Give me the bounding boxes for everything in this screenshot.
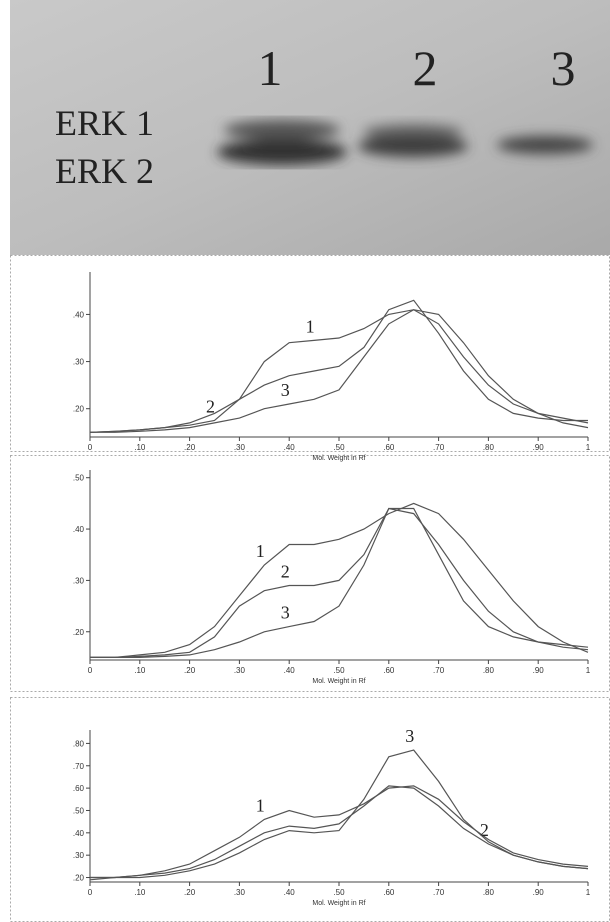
x-tick-label: .70 (433, 666, 445, 675)
x-tick-label: .40 (284, 443, 296, 452)
series-label: 1 (256, 795, 265, 815)
lane-label: 1 (258, 40, 283, 96)
x-tick-label: .30 (234, 888, 246, 897)
x-tick-label: .10 (134, 443, 146, 452)
panel-border (11, 698, 610, 922)
band (497, 136, 593, 154)
x-tick-label: .80 (483, 443, 495, 452)
x-tick-label: .70 (433, 443, 445, 452)
x-tick-label: .60 (383, 666, 395, 675)
x-tick-label: .80 (483, 888, 495, 897)
x-tick-label: .50 (333, 666, 345, 675)
series-line (90, 750, 588, 877)
panel-border (11, 256, 610, 452)
x-tick-label: 0 (88, 666, 93, 675)
y-tick-label: .80 (73, 739, 85, 748)
band (217, 139, 347, 165)
x-tick-label: .30 (234, 443, 246, 452)
y-tick-label: .40 (73, 829, 85, 838)
x-tick-label: .90 (533, 888, 545, 897)
series-label: 3 (281, 380, 290, 400)
x-tick-label: .10 (134, 888, 146, 897)
x-tick-label: .50 (333, 443, 345, 452)
x-tick-label: .60 (383, 443, 395, 452)
y-tick-label: .20 (73, 874, 85, 883)
x-axis-label: Mol. Weight in Rf (312, 455, 365, 462)
series-label: 2 (480, 820, 489, 840)
x-tick-label: .40 (284, 888, 296, 897)
panel-border (11, 456, 610, 692)
series-line (90, 300, 588, 432)
series-label: 3 (281, 603, 290, 623)
y-tick-label: .60 (73, 784, 85, 793)
series-label: 2 (281, 562, 290, 582)
series-line (90, 786, 588, 878)
x-tick-label: 0 (88, 888, 93, 897)
x-tick-label: .20 (184, 666, 196, 675)
band-label: ERK 2 (55, 151, 154, 191)
band (358, 135, 468, 157)
page: 1 2 3 ERK 1 ERK 2 .20 .30 .40 0 .10 .20 .30 .40… (0, 0, 610, 922)
y-tick-label: .50 (73, 806, 85, 815)
x-tick-label: .80 (483, 666, 495, 675)
x-tick-label: 0 (88, 443, 93, 452)
x-tick-label: .10 (134, 666, 146, 675)
band (224, 120, 340, 140)
x-tick-label: .60 (383, 888, 395, 897)
y-tick-label: .70 (73, 762, 85, 771)
x-tick-label: .20 (184, 888, 196, 897)
series-label: 2 (206, 397, 215, 417)
series-line (90, 786, 588, 880)
x-axis-label: Mol. Weight in Rf (312, 678, 365, 685)
y-tick-label: .30 (73, 358, 85, 367)
y-tick-label: .20 (73, 628, 85, 637)
x-tick-label: .20 (184, 443, 196, 452)
y-tick-label: .30 (73, 576, 85, 585)
x-axis-label: Mol. Weight in Rf (312, 900, 365, 907)
series-label: 3 (405, 726, 414, 746)
y-tick-label: .30 (73, 851, 85, 860)
x-tick-label: 1 (586, 666, 591, 675)
y-tick-label: .40 (73, 310, 85, 319)
x-tick-label: .50 (333, 888, 345, 897)
y-tick-label: .40 (73, 525, 85, 534)
x-tick-label: .40 (284, 666, 296, 675)
series-label: 1 (306, 316, 315, 336)
lane-label: 3 (551, 40, 576, 96)
series-label: 1 (256, 541, 265, 561)
x-tick-label: 1 (586, 443, 591, 452)
band-label: ERK 1 (55, 103, 154, 143)
series-line (90, 509, 588, 658)
series-line (90, 509, 588, 658)
lane-label: 2 (413, 40, 438, 96)
y-tick-label: .20 (73, 405, 85, 414)
x-tick-label: .30 (234, 666, 246, 675)
x-tick-label: .90 (533, 443, 545, 452)
figure: 1 2 3 ERK 1 ERK 2 .20 .30 .40 0 .10 .20 .30 .40… (0, 0, 610, 922)
x-tick-label: .90 (533, 666, 545, 675)
x-tick-label: .70 (433, 888, 445, 897)
x-tick-label: 1 (586, 888, 591, 897)
y-tick-label: .50 (73, 474, 85, 483)
